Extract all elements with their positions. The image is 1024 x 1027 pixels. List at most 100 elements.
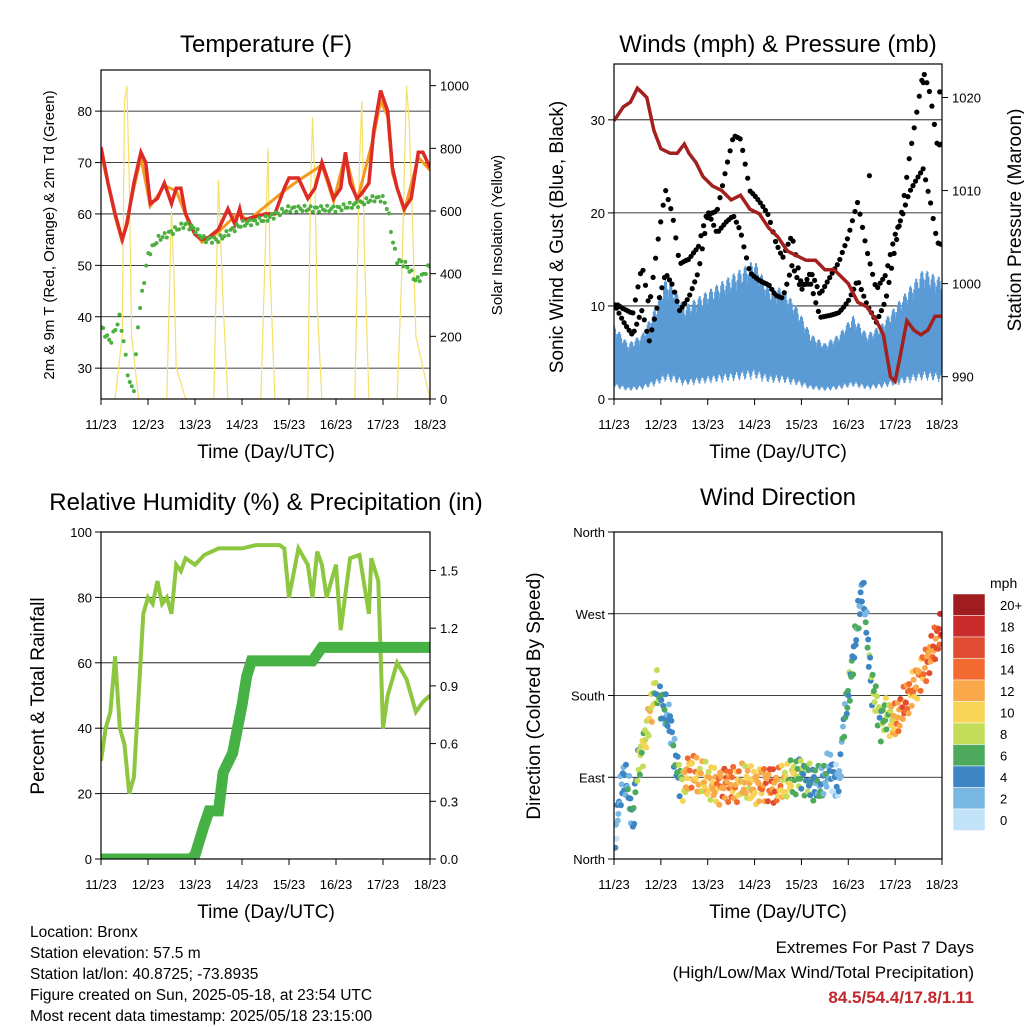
dewpoint-point-147	[401, 264, 406, 269]
gust-point-45	[668, 206, 674, 212]
dewpoint-point-47	[195, 227, 200, 232]
direction-point-7	[615, 810, 622, 817]
direction-point-159	[711, 764, 718, 771]
dewpoint-point-133	[372, 199, 377, 204]
xtick-label-2-7: 18/23	[414, 877, 447, 892]
direction-point-296	[797, 757, 804, 764]
legend-swatch-7	[952, 744, 986, 767]
gust-point-253	[930, 215, 936, 222]
direction-point-374	[846, 697, 853, 704]
dewpoint-point-62	[226, 233, 231, 238]
gust-point-193	[854, 199, 861, 206]
direction-point-75	[658, 697, 665, 704]
direction-point-495	[923, 678, 930, 685]
direction-point-131	[693, 754, 700, 761]
direction-point-264	[777, 782, 784, 789]
gust-point-33	[653, 255, 659, 261]
gust-point-245	[920, 166, 926, 172]
dewpoint-point-140	[386, 211, 391, 216]
direction-point-66	[652, 679, 659, 686]
gust-point-86	[719, 183, 726, 189]
gust-point-26	[644, 328, 650, 334]
xtick-label-2-1: 12/23	[132, 877, 165, 892]
legend-label-8: 4	[1000, 770, 1007, 785]
direction-point-266	[778, 762, 785, 769]
direction-point-311	[807, 792, 814, 799]
gust-point-233	[905, 194, 911, 200]
legend-label-9: 2	[1000, 792, 1007, 807]
dewpoint-point-107	[319, 204, 323, 209]
direction-point-150	[705, 768, 712, 775]
direction-point-82	[662, 691, 669, 698]
legend-label-10: 0	[1000, 813, 1007, 828]
winds-ylabel-right: Station Pressure (Maroon)	[1005, 109, 1024, 332]
plot-frame-1	[613, 63, 943, 400]
gust-point-214	[881, 301, 887, 307]
temperature-title: Temperature (F)	[180, 31, 352, 58]
dewpoint-point-31	[162, 231, 167, 236]
direction-point-360	[838, 773, 845, 780]
gust-point-95	[731, 213, 737, 220]
gust-point-145	[794, 274, 800, 281]
winds-xlabel: Time (Day/UTC)	[709, 442, 847, 463]
dewpoint-point-71	[245, 221, 249, 226]
gust-point-222	[891, 250, 897, 256]
gust-point-247	[923, 177, 929, 183]
xtick-label-1-2: 13/23	[691, 417, 724, 432]
direction-point-300	[800, 771, 807, 778]
dewpoint-point-158	[423, 272, 428, 276]
xtick-label-0-2: 13/23	[179, 417, 212, 432]
direction-point-337	[823, 783, 830, 790]
legend-swatch-2	[952, 636, 986, 659]
direction-point-34	[632, 789, 639, 796]
gust-point-64	[692, 279, 698, 285]
dewpoint-point-98	[300, 209, 305, 213]
gust-point-187	[847, 227, 853, 233]
dewpoint-point-76	[255, 221, 260, 226]
direction-point-31	[630, 805, 637, 811]
dewpoint-point-14	[127, 380, 132, 384]
gust-point-100	[737, 136, 743, 142]
direction-point-356	[835, 788, 842, 795]
dewpoint-point-21	[142, 281, 147, 285]
dewpoint-point-40	[181, 225, 186, 230]
direction-ylabel-left: Direction (Colored By Speed)	[524, 572, 545, 819]
direction-point-352	[833, 761, 839, 768]
direction-point-19	[623, 761, 629, 768]
direction-point-516	[936, 641, 942, 648]
direction-point-208	[742, 763, 749, 770]
dewpoint-point-24	[148, 252, 153, 257]
gust-point-177	[834, 262, 840, 268]
gust-point-25	[642, 282, 649, 288]
gust-point-36	[656, 295, 663, 301]
gust-point-249	[925, 188, 931, 194]
direction-point-396	[860, 579, 867, 586]
gust-point-17	[632, 297, 639, 303]
dewpoint-point-60	[222, 234, 227, 239]
y2tick-label-0-1: 200	[440, 329, 462, 344]
dewpoint-point-28	[156, 233, 161, 238]
gust-point-70	[699, 246, 705, 252]
direction-point-244	[764, 798, 771, 805]
rh-line	[101, 542, 430, 795]
dewpoint-point-155	[417, 279, 422, 284]
gust-point-123	[766, 282, 772, 288]
direction-point-308	[805, 767, 812, 774]
direction-point-2	[614, 844, 619, 851]
gust-point-35	[655, 236, 661, 242]
gust-point-183	[842, 243, 848, 249]
y2tick-label-1-2: 1010	[952, 184, 981, 199]
direction-point-403	[865, 636, 872, 643]
gust-point-159	[812, 277, 818, 283]
direction-point-55	[645, 732, 652, 739]
xtick-label-0-6: 17/23	[367, 417, 400, 432]
gust-point-88	[722, 171, 728, 177]
station-location: Location: Bronx	[30, 924, 138, 941]
gust-point-101	[738, 232, 745, 238]
dewpoint-point-103	[310, 209, 315, 214]
y2tick-label-2-1: 0.3	[440, 794, 458, 809]
gust-point-72	[702, 230, 708, 237]
direction-point-383	[852, 641, 859, 648]
humidity-title: Relative Humidity (%) & Precipitation (i…	[49, 489, 482, 516]
dewpoint-point-121	[347, 200, 352, 205]
